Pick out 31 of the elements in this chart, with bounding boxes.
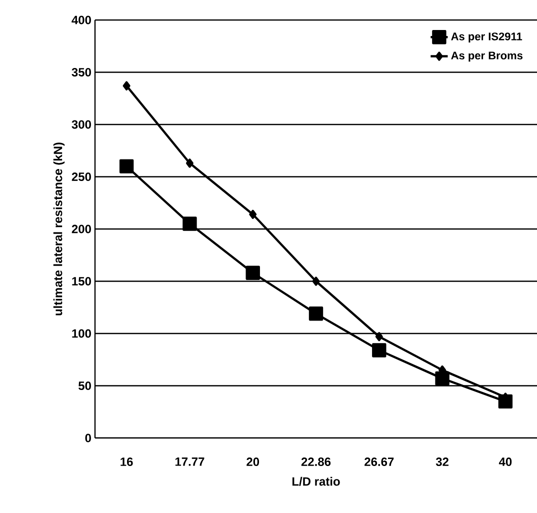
point	[246, 266, 260, 280]
y-tick-label: 200	[72, 224, 91, 234]
y-axis-title: ultimate lateral resistance (kN)	[53, 142, 65, 316]
point	[182, 216, 197, 231]
x-tick-label: 22.86	[301, 458, 331, 466]
y-tick-label: 0	[85, 434, 91, 442]
y-tick-label: 50	[78, 382, 91, 390]
point	[119, 159, 134, 174]
point	[122, 81, 130, 90]
x-tick-label: 40	[498, 458, 512, 466]
x-tick-label: 32	[436, 458, 448, 466]
point	[312, 276, 320, 286]
point	[372, 343, 386, 358]
point	[186, 158, 194, 168]
y-tick-label: 400	[72, 16, 91, 24]
x-tick-label: 17.77	[175, 458, 204, 466]
y-tick-label: 150	[72, 277, 91, 286]
point	[308, 306, 324, 321]
y-tick-label: 100	[72, 329, 91, 338]
y-tick-label: 350	[72, 68, 91, 77]
x-tick-label: 26.67	[364, 458, 394, 466]
y-tick-label: 250	[72, 172, 91, 181]
legend-label: As per IS2911	[451, 32, 522, 43]
x-axis-title: L/D ratio	[292, 476, 340, 486]
point	[435, 371, 450, 386]
x-tick-label: 20	[246, 458, 260, 466]
y-tick-label: 300	[72, 120, 91, 129]
legend-label: As per Broms	[451, 52, 522, 62]
point	[375, 332, 383, 342]
x-tick-label: 16	[120, 458, 133, 466]
point	[249, 210, 257, 219]
